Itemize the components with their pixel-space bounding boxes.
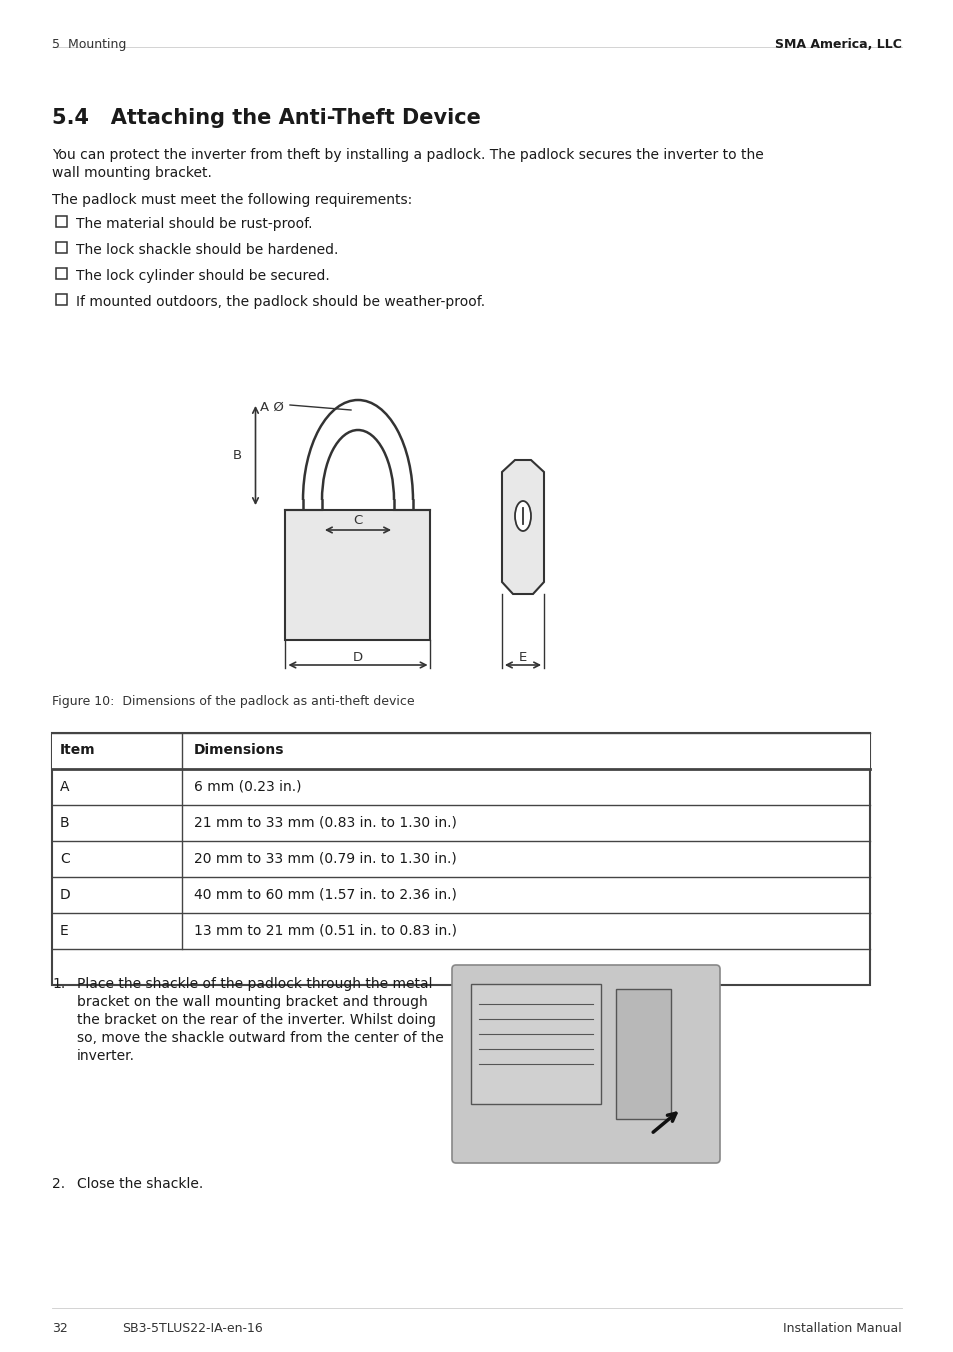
Text: Installation Manual: Installation Manual (782, 1322, 901, 1334)
Text: B: B (233, 449, 242, 462)
Text: SMA America, LLC: SMA America, LLC (774, 38, 901, 51)
Text: 32: 32 (52, 1322, 68, 1334)
Bar (56, 268, 67, 279)
Text: inverter.: inverter. (77, 1049, 135, 1063)
FancyBboxPatch shape (452, 965, 720, 1163)
Text: 21 mm to 33 mm (0.83 in. to 1.30 in.): 21 mm to 33 mm (0.83 in. to 1.30 in.) (193, 817, 456, 830)
Text: 13 mm to 21 mm (0.51 in. to 0.83 in.): 13 mm to 21 mm (0.51 in. to 0.83 in.) (193, 923, 456, 938)
Text: The material should be rust-proof.: The material should be rust-proof. (76, 218, 313, 231)
Text: The lock cylinder should be secured.: The lock cylinder should be secured. (76, 269, 330, 283)
Text: D: D (60, 888, 71, 902)
Text: so, move the shackle outward from the center of the: so, move the shackle outward from the ce… (77, 1032, 443, 1045)
Text: 40 mm to 60 mm (1.57 in. to 2.36 in.): 40 mm to 60 mm (1.57 in. to 2.36 in.) (193, 888, 456, 902)
Ellipse shape (515, 502, 531, 531)
Text: A Ø: A Ø (260, 402, 284, 414)
Bar (52, 733, 869, 986)
Text: bracket on the wall mounting bracket and through: bracket on the wall mounting bracket and… (77, 995, 427, 1009)
Bar (285, 510, 430, 639)
Bar (56, 293, 67, 306)
Text: the bracket on the rear of the inverter. Whilst doing: the bracket on the rear of the inverter.… (77, 1013, 436, 1028)
Text: SB3-5TLUS22-IA-en-16: SB3-5TLUS22-IA-en-16 (122, 1322, 262, 1334)
Text: 20 mm to 33 mm (0.79 in. to 1.30 in.): 20 mm to 33 mm (0.79 in. to 1.30 in.) (193, 852, 456, 867)
Text: Item: Item (60, 744, 95, 757)
Text: E: E (60, 923, 69, 938)
Bar (471, 984, 600, 1105)
Text: Figure 10:  Dimensions of the padlock as anti-theft device: Figure 10: Dimensions of the padlock as … (52, 695, 415, 708)
Text: 5  Mounting: 5 Mounting (52, 38, 126, 51)
Bar (56, 242, 67, 253)
Text: Place the shackle of the padlock through the metal: Place the shackle of the padlock through… (77, 977, 432, 991)
Text: Close the shackle.: Close the shackle. (77, 1178, 203, 1191)
Text: 5.4   Attaching the Anti-Theft Device: 5.4 Attaching the Anti-Theft Device (52, 108, 480, 128)
Text: B: B (60, 817, 70, 830)
Text: E: E (518, 652, 527, 664)
Text: 1.: 1. (52, 977, 65, 991)
Text: You can protect the inverter from theft by installing a padlock. The padlock sec: You can protect the inverter from theft … (52, 147, 763, 162)
Text: Dimensions: Dimensions (193, 744, 284, 757)
Text: D: D (353, 652, 363, 664)
Bar (52, 733, 869, 769)
Text: C: C (353, 514, 362, 527)
Bar (56, 216, 67, 227)
PathPatch shape (501, 460, 543, 594)
Text: The padlock must meet the following requirements:: The padlock must meet the following requ… (52, 193, 412, 207)
Text: wall mounting bracket.: wall mounting bracket. (52, 166, 212, 180)
Text: If mounted outdoors, the padlock should be weather-proof.: If mounted outdoors, the padlock should … (76, 295, 485, 310)
Text: The lock shackle should be hardened.: The lock shackle should be hardened. (76, 243, 338, 257)
Bar (616, 990, 670, 1119)
Text: 2.: 2. (52, 1178, 65, 1191)
Text: C: C (60, 852, 70, 867)
Text: A: A (60, 780, 70, 794)
Text: 6 mm (0.23 in.): 6 mm (0.23 in.) (193, 780, 301, 794)
